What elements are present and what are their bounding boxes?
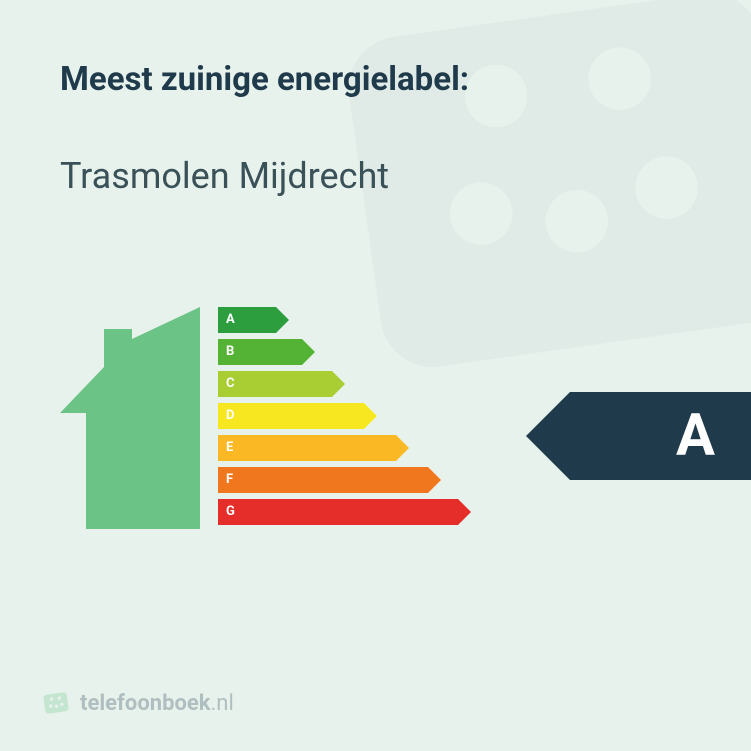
- badge-shape: [526, 392, 751, 480]
- energy-bar-c: C: [218, 371, 345, 397]
- footer-brand-bold: telefoonboek: [80, 691, 211, 716]
- bar-label: F: [226, 467, 233, 493]
- energy-bar-d: D: [218, 403, 377, 429]
- energy-bar-b: B: [218, 339, 315, 365]
- bar-label: B: [226, 339, 234, 365]
- bar-label: G: [226, 499, 235, 525]
- footer-brand-tld: .nl: [211, 691, 234, 716]
- footer-brand: telefoonboek.nl: [80, 691, 234, 716]
- bar-shape: [218, 435, 409, 461]
- house-icon: [60, 307, 200, 529]
- bar-shape: [218, 499, 471, 525]
- bar-label: A: [226, 307, 235, 333]
- bar-label: C: [226, 371, 235, 397]
- energy-bar-a: A: [218, 307, 289, 333]
- selected-badge: A: [526, 392, 751, 480]
- badge-letter: A: [676, 392, 715, 480]
- bar-label: D: [226, 403, 234, 429]
- energy-bars: ABCDEFG: [218, 307, 471, 525]
- energy-bar-e: E: [218, 435, 409, 461]
- energy-bar-g: G: [218, 499, 471, 525]
- footer: telefoonboek.nl: [42, 689, 234, 717]
- bar-shape: [218, 403, 377, 429]
- page-title: Meest zuinige energielabel:: [60, 60, 691, 99]
- energy-bar-f: F: [218, 467, 441, 493]
- location-name: Trasmolen Mijdrecht: [60, 155, 691, 197]
- bar-shape: [218, 371, 345, 397]
- bar-label: E: [226, 435, 233, 461]
- bar-shape: [218, 467, 441, 493]
- footer-logo-icon: [40, 687, 72, 719]
